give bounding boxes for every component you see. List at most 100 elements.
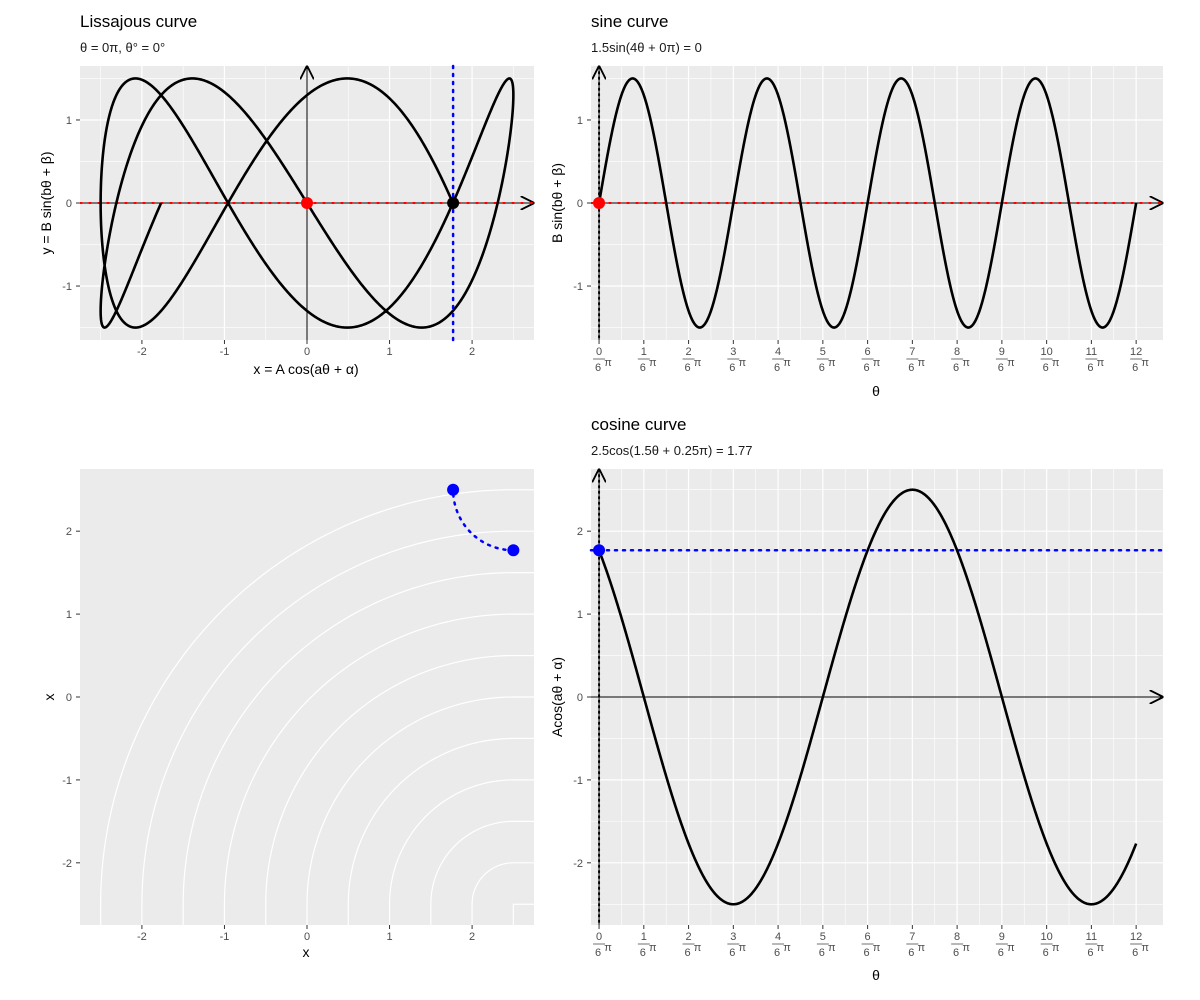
circle-y-tick-label: 1 (66, 609, 72, 621)
sine-x-tick-numerator: 8 (954, 346, 960, 358)
cosine-x-tick-pi: π (649, 942, 657, 954)
cosine-x-tick-denominator: 6 (729, 947, 735, 959)
sine-title: sine curve (591, 12, 668, 31)
cosine-x-tick-denominator: 6 (774, 947, 780, 959)
circle-polar-grid-line (306, 696, 534, 925)
sine-x-tick-pi: π (1007, 357, 1015, 369)
cosine-x-tick-pi: π (828, 942, 836, 954)
sine-x-tick-denominator: 6 (908, 362, 914, 374)
lissajous-y-tick-label: -1 (62, 281, 72, 293)
cosine-x-tick-numerator: 11 (1086, 931, 1097, 943)
cosine-x-tick-denominator: 6 (953, 947, 959, 959)
cosine-y-tick-label: 2 (577, 526, 583, 538)
sine-y-tick-label: 1 (577, 115, 583, 127)
cosine-x-tick-numerator: 0 (596, 931, 602, 943)
sine-x-tick-denominator: 6 (998, 362, 1004, 374)
sine-x-tick-pi: π (649, 357, 657, 369)
circle-blue-dotted-arc (451, 488, 515, 552)
cosine-x-tick-denominator: 6 (1087, 947, 1093, 959)
cosine-x-tick-pi: π (1141, 942, 1149, 954)
circle-x-tick-label: 1 (386, 931, 392, 943)
circle-y-tick-label: -2 (62, 858, 72, 870)
lissajous-y-tick-label: 1 (66, 115, 72, 127)
sine-x-tick-pi: π (962, 357, 970, 369)
cosine-x-tick-pi: π (1097, 942, 1105, 954)
sine-x-tick-pi: π (918, 357, 926, 369)
cosine-x-tick-numerator: 1 (641, 931, 647, 943)
sine-x-tick-numerator: 9 (999, 346, 1005, 358)
cosine-x-tick-pi: π (739, 942, 747, 954)
sine-x-tick-pi: π (828, 357, 836, 369)
cosine-y-tick-label: -2 (573, 858, 583, 870)
sine-x-tick-numerator: 10 (1041, 346, 1053, 358)
cosine-x-tick-denominator: 6 (819, 947, 825, 959)
cosine-x-label: θ (872, 967, 880, 983)
circle-polar-grid-line (512, 903, 534, 925)
cosine-x-tick-pi: π (783, 942, 791, 954)
circle-x-label: x (303, 944, 310, 960)
sine-x-tick-numerator: 1 (641, 346, 647, 358)
sine-red-point (593, 197, 606, 209)
sine-x-tick-pi: π (783, 357, 791, 369)
cosine-x-tick-numerator: 9 (999, 931, 1005, 943)
cosine-x-tick-numerator: 7 (909, 931, 915, 943)
sine-x-tick-numerator: 7 (909, 346, 915, 358)
cosine-curve (597, 488, 1138, 906)
circle-polar-grid-line (471, 862, 534, 925)
circle-polar-grid-line (223, 613, 534, 925)
sine-x-tick-denominator: 6 (774, 362, 780, 374)
cosine-blue-point (593, 544, 606, 557)
sine-x-tick-pi: π (1052, 357, 1060, 369)
lissajous-subtitle: θ = 0π, θ° = 0° (80, 40, 165, 55)
sine-x-tick-denominator: 6 (1087, 362, 1093, 374)
cosine-x-tick-denominator: 6 (998, 947, 1004, 959)
sine-x-tick-denominator: 6 (953, 362, 959, 374)
sine-x-tick-denominator: 6 (864, 362, 870, 374)
circle-panel-background (80, 469, 534, 925)
sine-x-tick-numerator: 3 (730, 346, 736, 358)
circle-polar-grid-line (430, 820, 534, 925)
cosine-x-tick-numerator: 6 (865, 931, 871, 943)
cosine-x-tick-denominator: 6 (1132, 947, 1138, 959)
sine-x-tick-numerator: 2 (686, 346, 692, 358)
cosine-title: cosine curve (591, 415, 686, 434)
circle-polar-grid-line (141, 530, 534, 925)
cosine-x-tick-pi: π (1052, 942, 1060, 954)
circle-y-label: x (41, 694, 57, 701)
cosine-x-tick-pi: π (873, 942, 881, 954)
sine-x-tick-pi: π (873, 357, 881, 369)
lissajous-x-tick-label: 2 (469, 346, 475, 358)
sine-y-tick-label: -1 (573, 281, 583, 293)
cosine-x-tick-denominator: 6 (1043, 947, 1049, 959)
cosine-y-label: Acos(aθ + α) (549, 657, 565, 737)
lissajous-title: Lissajous curve (80, 12, 197, 31)
cosine-x-tick-pi: π (962, 942, 970, 954)
cosine-x-tick-numerator: 3 (730, 931, 736, 943)
sine-x-label: θ (872, 383, 880, 399)
sine-x-tick-numerator: 0 (596, 346, 602, 358)
cosine-x-tick-numerator: 2 (686, 931, 692, 943)
sine-x-tick-numerator: 6 (865, 346, 871, 358)
sine-x-tick-numerator: 12 (1130, 346, 1142, 358)
lissajous-x-tick-label: 1 (386, 346, 392, 358)
circle-y-tick-label: 2 (66, 526, 72, 538)
sine-x-tick-numerator: 11 (1086, 346, 1097, 358)
sine-x-tick-denominator: 6 (595, 362, 601, 374)
cosine-y-tick-label: -1 (573, 775, 583, 787)
circle-blue-point-end (447, 483, 460, 496)
cosine-x-tick-denominator: 6 (908, 947, 914, 959)
sine-x-tick-pi: π (1097, 357, 1105, 369)
circle-x-tick-label: -2 (137, 931, 147, 943)
cosine-x-tick-numerator: 12 (1130, 931, 1142, 943)
sine-x-tick-denominator: 6 (1132, 362, 1138, 374)
cosine-x-tick-numerator: 8 (954, 931, 960, 943)
circle-x-tick-label: 0 (304, 931, 310, 943)
lissajous-x-tick-label: -2 (137, 346, 147, 358)
circle-polar-grid-line (265, 654, 534, 925)
lissajous-y-tick-label: 0 (66, 198, 72, 210)
sine-subtitle: 1.5sin(4θ + 0π) = 0 (591, 40, 702, 55)
sine-x-tick-pi: π (739, 357, 747, 369)
cosine-y-tick-label: 1 (577, 609, 583, 621)
